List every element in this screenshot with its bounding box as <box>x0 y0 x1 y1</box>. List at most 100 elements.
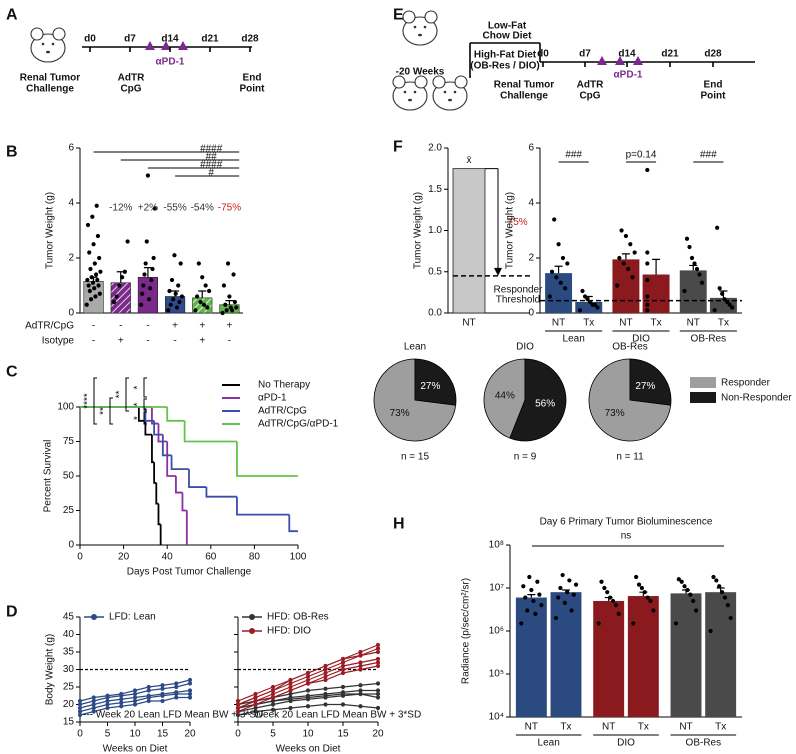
data-point <box>358 663 363 669</box>
data-point <box>143 261 148 266</box>
data-point <box>270 707 276 712</box>
data-point <box>305 674 311 679</box>
data-point <box>727 302 732 307</box>
y-tick-label: 40 <box>63 629 75 640</box>
data-point <box>573 582 579 587</box>
data-point <box>615 283 620 288</box>
x-tick-label: NT <box>687 318 700 329</box>
y-tick-label: 6 <box>528 143 534 154</box>
data-point <box>119 697 124 702</box>
data-point <box>177 299 182 305</box>
data-point <box>340 691 346 697</box>
data-point <box>648 598 653 604</box>
mouse-icon <box>30 27 66 63</box>
survival-step <box>205 487 237 498</box>
x-tick-label: 0 <box>77 729 83 740</box>
data-point <box>125 239 130 244</box>
data-point <box>288 688 293 693</box>
data-point <box>235 712 241 718</box>
pie-slice <box>509 358 567 442</box>
slice-label: 56% <box>535 398 555 409</box>
data-point <box>375 642 381 648</box>
data-point <box>253 691 258 697</box>
data-point <box>673 621 679 626</box>
time-label: -20 Weeks <box>396 67 445 78</box>
day-label: d21 <box>661 49 679 60</box>
data-point <box>527 574 532 580</box>
data-point <box>305 695 311 700</box>
event-label: Point <box>701 91 727 102</box>
change-label: +2% <box>138 203 158 214</box>
x-tick-label: NT <box>619 318 632 329</box>
significance-label: p=0.14 <box>626 150 657 161</box>
data-point <box>200 275 205 280</box>
event-label: End <box>704 80 723 91</box>
data-point <box>323 663 328 669</box>
x-tick-label: 10 <box>302 729 314 740</box>
significance-label: ** <box>99 407 110 415</box>
data-point <box>91 242 96 247</box>
data-point <box>119 691 124 697</box>
data-point <box>94 203 99 208</box>
legend-marker <box>249 614 255 620</box>
data-point <box>172 253 177 258</box>
bar <box>550 592 582 717</box>
data-point <box>679 579 684 584</box>
bar <box>709 297 737 313</box>
data-point <box>565 261 570 266</box>
data-point <box>187 681 193 686</box>
x-tick-label: Tx <box>583 318 594 329</box>
data-point <box>91 709 96 714</box>
data-point <box>645 167 650 173</box>
data-point <box>558 280 563 285</box>
x-tick-label: 0 <box>77 552 83 563</box>
pie-slice <box>414 358 457 406</box>
mean-symbol: x̄ <box>467 155 472 166</box>
change-label: -12% <box>109 203 132 214</box>
survival-step <box>161 434 172 457</box>
pie-n: n = 11 <box>616 452 644 463</box>
error-bar <box>89 276 98 282</box>
arrow-head <box>494 267 502 276</box>
data-point <box>728 615 733 621</box>
data-point <box>521 584 526 589</box>
data-point <box>305 704 311 709</box>
data-point <box>340 670 346 676</box>
data-point <box>563 286 568 291</box>
data-point <box>119 700 124 705</box>
y-tick-label: 10⁵ <box>489 669 504 680</box>
pie-title: DIO <box>516 342 534 353</box>
data-point <box>715 225 720 230</box>
pie-title: Lean <box>404 342 426 353</box>
data-point <box>305 677 311 683</box>
y-tick-label: 6 <box>68 143 74 154</box>
data-point <box>114 294 119 299</box>
mouse-icon <box>432 75 468 111</box>
significance-label: * <box>133 402 144 406</box>
data-point <box>358 667 363 672</box>
data-point <box>616 611 621 616</box>
data-point <box>535 579 540 584</box>
data-point <box>93 294 98 299</box>
data-point <box>90 280 96 285</box>
data-point <box>323 667 328 672</box>
panel-label: F <box>393 139 403 156</box>
data-point <box>632 250 637 255</box>
data-point <box>590 302 595 307</box>
survival-step <box>181 492 187 512</box>
y-tick-label: 2 <box>528 253 534 264</box>
data-point <box>533 611 538 616</box>
error-bar <box>652 258 661 275</box>
data-point <box>160 686 165 691</box>
y-tick-label: 50 <box>63 471 75 482</box>
day-label: d7 <box>579 49 591 60</box>
survival-step <box>153 462 157 484</box>
data-point <box>358 683 363 688</box>
error-bar <box>554 265 563 274</box>
data-point <box>323 677 328 683</box>
data-point <box>631 621 636 626</box>
event-label: AdTR <box>118 73 145 84</box>
data-point <box>167 288 172 294</box>
data-point <box>340 656 346 662</box>
